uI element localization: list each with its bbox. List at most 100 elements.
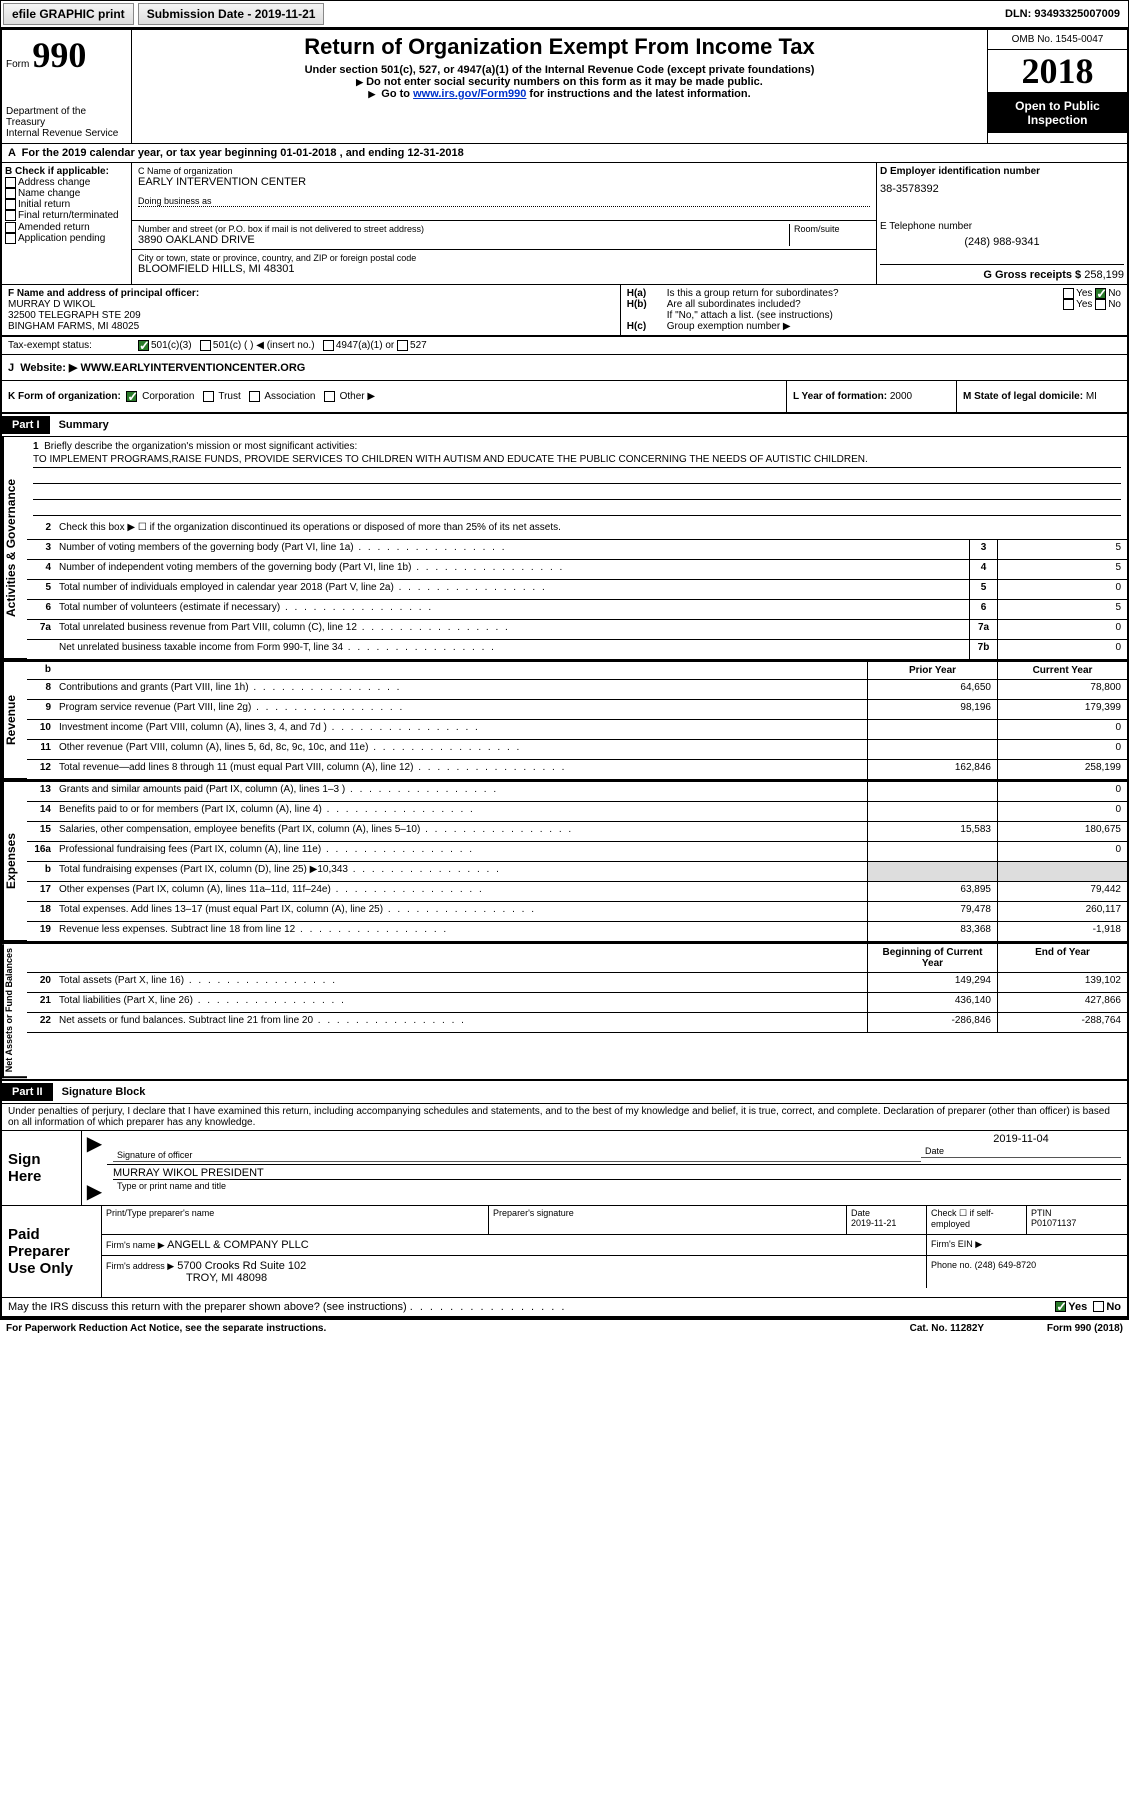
net-col-headers: Beginning of Current Year End of Year: [27, 944, 1127, 973]
website-label: Website: ▶: [20, 362, 77, 374]
chk-501c[interactable]: [200, 340, 211, 351]
perjury-text: Under penalties of perjury, I declare th…: [2, 1104, 1127, 1131]
gov-line: Net unrelated business taxable income fr…: [27, 640, 1127, 660]
tax-exempt-row: Tax-exempt status: 501(c)(3) 501(c) ( ) …: [2, 336, 1127, 355]
box-g-label: G Gross receipts $: [983, 269, 1081, 281]
chk-other[interactable]: [324, 391, 335, 402]
firm-ein-label: Firm's EIN ▶: [927, 1235, 1127, 1255]
chk-4947[interactable]: [323, 340, 334, 351]
rev-line: 9Program service revenue (Part VIII, lin…: [27, 700, 1127, 720]
opt-amended: Amended return: [18, 222, 90, 233]
chk-527[interactable]: [397, 340, 408, 351]
box-f: F Name and address of principal officer:…: [2, 285, 621, 335]
section-fh: F Name and address of principal officer:…: [2, 285, 1127, 336]
part1-header: Part I Summary: [2, 414, 1127, 437]
line1-label: Briefly describe the organization's miss…: [44, 441, 357, 452]
sign-here-row: Sign Here ▶▶ Signature of officer 2019-1…: [2, 1131, 1127, 1206]
opt-initial: Initial return: [18, 199, 70, 210]
hc-label: Group exemption number ▶: [667, 321, 791, 332]
box-b-label: B Check if applicable:: [5, 166, 128, 177]
opt-final: Final return/terminated: [18, 211, 119, 222]
chk-discuss-yes[interactable]: [1055, 1301, 1066, 1312]
discuss-no: No: [1106, 1301, 1121, 1313]
efile-button[interactable]: efile GRAPHIC print: [3, 3, 134, 25]
chk-trust[interactable]: [203, 391, 214, 402]
tax-exempt-label: Tax-exempt status:: [8, 340, 138, 351]
sig-name-label: Type or print name and title: [113, 1180, 1121, 1192]
chk-corp[interactable]: [126, 391, 137, 402]
footer-right: Form 990 (2018): [1047, 1323, 1123, 1334]
firm-name: ANGELL & COMPANY PLLC: [167, 1239, 309, 1251]
note2-post: for instructions and the latest informat…: [526, 88, 750, 100]
chk-final[interactable]: [5, 210, 16, 221]
box-deg: D Employer identification number 38-3578…: [877, 163, 1127, 284]
prep-sig-label: Preparer's signature: [493, 1208, 842, 1218]
box-c-label: C Name of organization: [138, 166, 870, 176]
firm-label: Firm's name ▶: [106, 1240, 165, 1250]
sig-date-label: Date: [921, 1145, 1121, 1158]
chk-discuss-no[interactable]: [1093, 1301, 1104, 1312]
chk-name[interactable]: [5, 188, 16, 199]
row-klm: K Form of organization: Corporation Trus…: [2, 381, 1127, 414]
exp-line: 18Total expenses. Add lines 13–17 (must …: [27, 902, 1127, 922]
street-address: 3890 OAKLAND DRIVE: [138, 234, 789, 246]
col-prior: Prior Year: [867, 662, 997, 679]
col-current: Current Year: [997, 662, 1127, 679]
sig-date: 2019-11-04: [921, 1133, 1121, 1145]
mission-text: TO IMPLEMENT PROGRAMS,RAISE FUNDS, PROVI…: [33, 452, 1121, 468]
officer-addr1: 32500 TELEGRAPH STE 209: [8, 310, 614, 321]
form-subtitle: Under section 501(c), 527, or 4947(a)(1)…: [136, 64, 983, 76]
website-row: J Website: ▶ WWW.EARLYINTERVENTIONCENTER…: [2, 355, 1127, 381]
opt-assoc: Association: [264, 391, 315, 402]
exp-line: 16aProfessional fundraising fees (Part I…: [27, 842, 1127, 862]
opt-4947: 4947(a)(1) or: [336, 340, 394, 351]
revenue-section: Revenue b Prior Year Current Year 8Contr…: [2, 660, 1127, 780]
line1-box: 1 Briefly describe the organization's mi…: [27, 437, 1127, 520]
chk-pending[interactable]: [5, 233, 16, 244]
gov-line: 6Total number of volunteers (estimate if…: [27, 600, 1127, 620]
ein: 38-3578392: [880, 177, 1124, 201]
form-label: Form: [6, 59, 29, 70]
exp-line: bTotal fundraising expenses (Part IX, co…: [27, 862, 1127, 882]
ssn-note: Do not enter social security numbers on …: [136, 76, 983, 88]
chk-assoc[interactable]: [249, 391, 260, 402]
chk-hb-yes[interactable]: [1063, 299, 1074, 310]
chk-ha-no[interactable]: [1095, 288, 1106, 299]
net-line: 21Total liabilities (Part X, line 26)436…: [27, 993, 1127, 1013]
open-public-badge: Open to Public Inspection: [988, 93, 1127, 133]
form-year-box: OMB No. 1545-0047 2018 Open to Public In…: [987, 30, 1127, 143]
chk-ha-yes[interactable]: [1063, 288, 1074, 299]
discuss-text: May the IRS discuss this return with the…: [8, 1301, 1055, 1313]
exp-line: 17Other expenses (Part IX, column (A), l…: [27, 882, 1127, 902]
gov-line: 7aTotal unrelated business revenue from …: [27, 620, 1127, 640]
instructions-note: Go to www.irs.gov/Form990 for instructio…: [136, 88, 983, 100]
side-revenue: Revenue: [2, 662, 27, 780]
rev-line: 12Total revenue—add lines 8 through 11 (…: [27, 760, 1127, 780]
chk-initial[interactable]: [5, 199, 16, 210]
firm-phone: (248) 649-8720: [975, 1260, 1037, 1270]
expenses-section: Expenses 13Grants and similar amounts pa…: [2, 780, 1127, 942]
year-formation: 2000: [890, 391, 912, 402]
discuss-yes: Yes: [1068, 1301, 1087, 1313]
chk-amended[interactable]: [5, 222, 16, 233]
gov-line: 5Total number of individuals employed in…: [27, 580, 1127, 600]
discuss-row: May the IRS discuss this return with the…: [2, 1298, 1127, 1318]
org-name: EARLY INTERVENTION CENTER: [138, 176, 870, 188]
prep-name-label: Print/Type preparer's name: [106, 1208, 484, 1218]
line2-text: Check this box ▶ ☐ if the organization d…: [55, 520, 1127, 539]
form-header: Form 990 Department of the Treasury Inte…: [2, 30, 1127, 144]
city-label: City or town, state or province, country…: [138, 253, 870, 263]
gov-line: 4Number of independent voting members of…: [27, 560, 1127, 580]
exp-line: 19Revenue less expenses. Subtract line 1…: [27, 922, 1127, 942]
line2-row: 2 Check this box ▶ ☐ if the organization…: [27, 520, 1127, 540]
prep-selfemp: Check ☐ if self-employed: [927, 1206, 1027, 1234]
chk-501c3[interactable]: [138, 340, 149, 351]
opt-501c: 501(c) ( ) ◀ (insert no.): [213, 340, 315, 351]
submission-date-button[interactable]: Submission Date - 2019-11-21: [138, 3, 325, 25]
firm-addr-label: Firm's address ▶: [106, 1261, 174, 1271]
chk-address[interactable]: [5, 177, 16, 188]
rev-line: 11Other revenue (Part VIII, column (A), …: [27, 740, 1127, 760]
chk-hb-no[interactable]: [1095, 299, 1106, 310]
irs-link[interactable]: www.irs.gov/Form990: [413, 88, 526, 100]
dept-treasury: Department of the Treasury: [6, 106, 127, 128]
